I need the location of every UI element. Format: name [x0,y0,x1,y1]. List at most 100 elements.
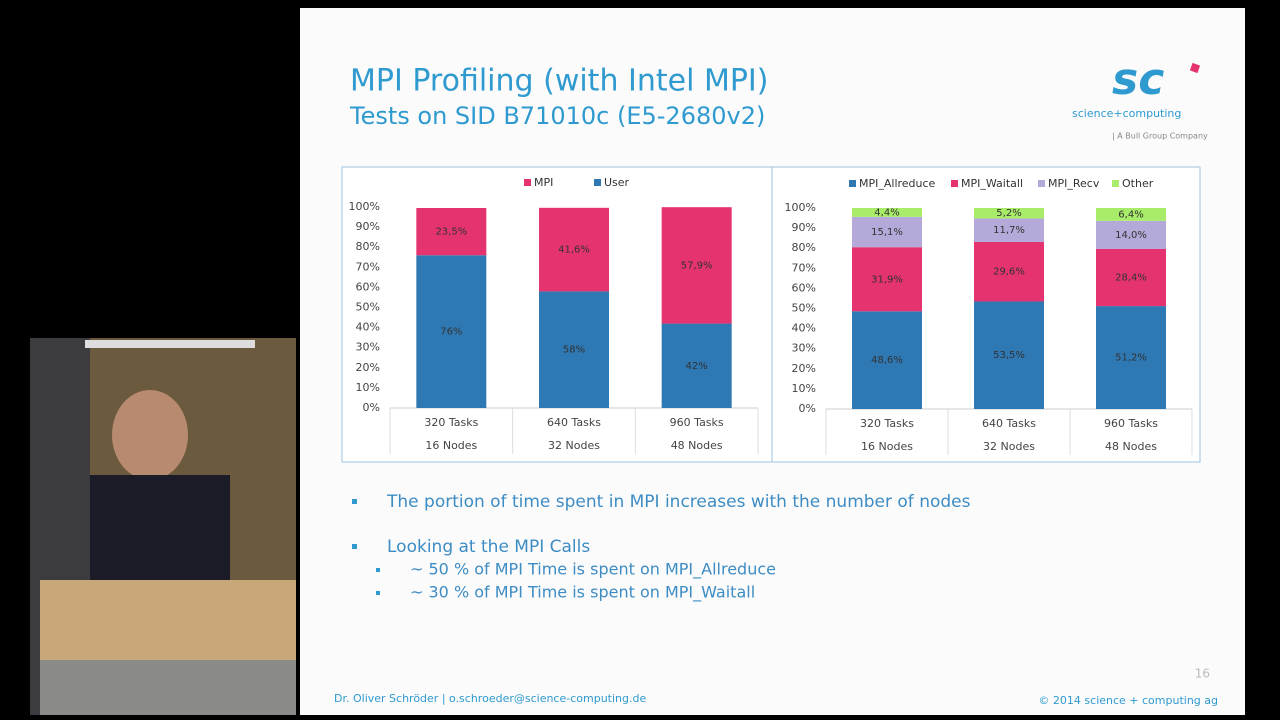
bar-segment [974,241,1044,302]
y-tick-label: 80% [356,240,380,253]
logo-text: science+computing [1072,107,1181,120]
bar-segment [852,216,922,248]
x-tick-sublabel: 48 Nodes [1105,440,1157,453]
y-tick-label: 30% [792,342,816,355]
logo-tagline: | A Bull Group Company [1112,132,1208,141]
y-tick-label: 60% [792,281,816,294]
bar-segment [852,247,922,312]
legend-swatch [951,180,958,187]
y-tick-label: 0% [363,401,380,414]
legend-label: MPI_Waitall [961,177,1023,190]
video-light [85,340,255,348]
y-tick-label: 90% [792,221,816,234]
bar-segment [974,301,1044,409]
bar-segment [1096,220,1166,250]
slide-subtitle: Tests on SID B71010c (E5-2680v2) [349,102,765,130]
value-label: 15,1% [871,227,903,238]
bar-segment [416,208,487,256]
presenter-video [30,338,296,715]
bar-segment [974,208,1044,219]
y-tick-label: 70% [356,260,380,273]
value-label: 11,7% [993,225,1025,236]
y-tick-label: 80% [792,241,816,254]
bar-segment [661,323,732,408]
legend-swatch [849,180,856,187]
video-body [90,475,230,585]
value-label: 57,9% [681,260,713,271]
y-tick-label: 40% [356,321,380,334]
bar-segment [974,218,1044,242]
value-label: 23,5% [435,227,467,238]
bullet-text: The portion of time spent in MPI increas… [386,492,971,512]
value-label: 28,4% [1115,273,1147,284]
value-label: 53,5% [993,350,1025,361]
y-tick-label: 40% [792,322,816,335]
x-tick-label: 960 Tasks [1104,417,1158,430]
bar-segment [661,207,732,324]
legend-swatch [1038,180,1045,187]
legend-swatch [524,179,531,186]
value-label: 6,4% [1118,209,1143,220]
x-tick-label: 960 Tasks [670,416,724,429]
x-tick-label: 640 Tasks [547,416,601,429]
bar-segment [1096,208,1166,221]
value-label: 42% [686,361,708,372]
y-tick-label: 70% [792,261,816,274]
bullet-marker [352,544,357,549]
bar-segment [852,311,922,409]
legend-swatch [594,179,601,186]
x-tick-sublabel: 48 Nodes [671,439,723,452]
value-label: 29,6% [993,267,1025,278]
video-head [112,390,188,480]
legend-swatch [1112,180,1119,187]
value-label: 58% [563,345,585,356]
bar-segment [539,291,609,408]
value-label: 5,2% [996,208,1021,219]
y-tick-label: 30% [356,341,380,354]
value-label: 4,4% [874,207,899,218]
logo-dot [1189,62,1201,74]
bullet-list: The portion of time spent in MPI increas… [352,492,971,603]
legend-label: User [604,176,630,189]
x-tick-label: 640 Tasks [982,417,1036,430]
y-tick-label: 100% [785,201,816,214]
bullet-text: Looking at the MPI Calls [387,537,590,557]
y-tick-label: 90% [356,220,380,233]
logo: sc [1112,54,1164,105]
value-label: 48,6% [871,355,903,366]
bar-segment [539,207,609,292]
sub-bullet-text: ~ 50 % of MPI Time is spent on MPI_Allre… [410,560,776,580]
sub-bullet-marker [376,591,380,595]
value-label: 76% [440,327,462,338]
x-tick-label: 320 Tasks [424,416,478,429]
footer-right: © 2014 science + computing ag [1038,694,1218,707]
x-tick-sublabel: 32 Nodes [548,439,600,452]
value-label: 41,6% [558,245,590,256]
y-tick-label: 10% [792,382,816,395]
bar-segment [852,208,922,217]
x-tick-sublabel: 16 Nodes [861,440,913,453]
x-tick-sublabel: 16 Nodes [425,439,477,452]
page-number: 16 [1195,667,1210,681]
y-tick-label: 50% [356,301,380,314]
y-tick-label: 10% [356,381,380,394]
y-tick-label: 20% [356,361,380,374]
y-tick-label: 0% [799,402,816,415]
bullet-marker [352,499,357,504]
legend-label: MPI_Recv [1048,177,1100,190]
bar-segment [416,255,487,408]
value-label: 51,2% [1115,353,1147,364]
value-label: 31,9% [871,274,903,285]
footer-left: Dr. Oliver Schröder | o.schroeder@scienc… [334,692,646,705]
legend-label: MPI [534,176,553,189]
y-tick-label: 20% [792,362,816,375]
y-tick-label: 50% [792,302,816,315]
video-lectern-base [40,660,296,715]
x-tick-label: 320 Tasks [860,417,914,430]
bar-segment [1096,306,1166,409]
bar-segment [1096,249,1166,307]
sub-bullet-marker [376,568,380,572]
x-tick-sublabel: 32 Nodes [983,440,1035,453]
y-tick-label: 60% [356,280,380,293]
